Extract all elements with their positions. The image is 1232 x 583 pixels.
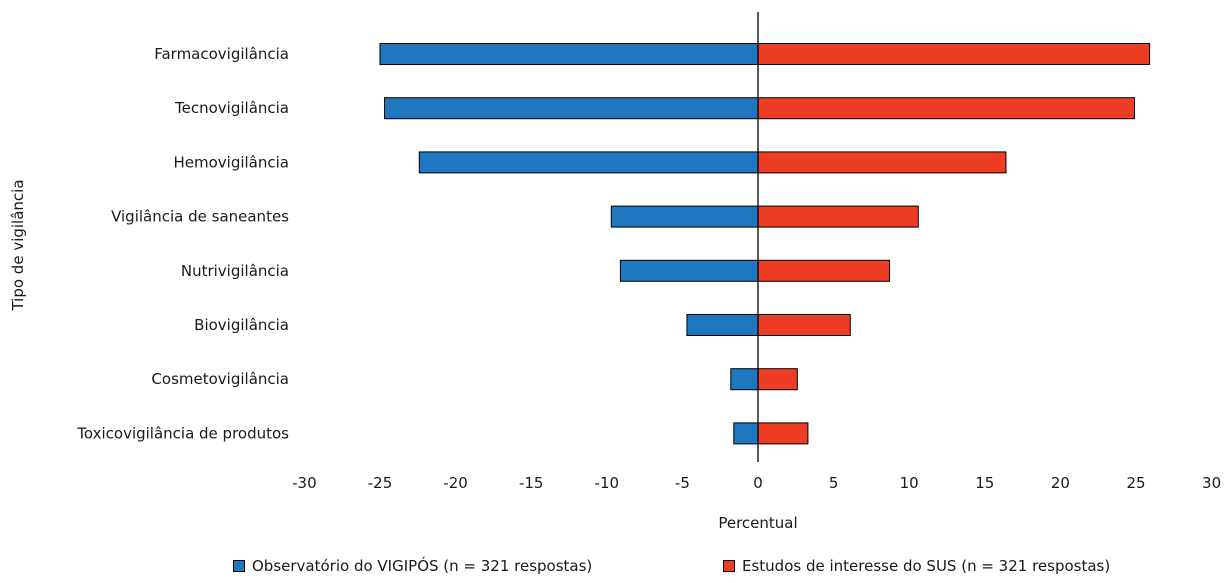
chart: Farmacovigilância Tecnovigilância Hemovigi…: [9, 12, 1221, 532]
legend-item-observatorio: Observatório do VIGIPÓS (n = 321 respost…: [233, 557, 592, 575]
category-label: Hemovigilância: [173, 153, 289, 171]
x-tick-label: 30: [1202, 474, 1221, 492]
legend: Observatório do VIGIPÓS (n = 321 respost…: [0, 557, 1232, 579]
bars: [379, 43, 1151, 445]
category-label: Vigilância de saneantes: [111, 208, 289, 226]
bar-observatorio: [730, 368, 759, 391]
bar-estudos-sus: [757, 314, 851, 336]
x-axis-title: Percentual: [718, 514, 797, 532]
bar-observatorio: [418, 151, 759, 174]
x-tick-label: -10: [595, 474, 620, 492]
x-tick-label: -30: [292, 474, 317, 492]
bar-estudos-sus: [757, 97, 1135, 120]
bar-observatorio: [686, 314, 759, 336]
category-label: Biovigilância: [194, 316, 289, 334]
x-tick-label: 15: [975, 474, 994, 492]
x-tick-label: 5: [829, 474, 839, 492]
x-tick-labels: -30 -25 -20 -15 -10 -5 0 5 10 15 20 25 30: [292, 474, 1221, 492]
bar-estudos-sus: [757, 151, 1007, 174]
bar-estudos-sus: [757, 43, 1151, 65]
x-tick-label: 0: [753, 474, 763, 492]
legend-swatch: [723, 560, 735, 572]
x-tick-label: 10: [900, 474, 919, 492]
bar-estudos-sus: [757, 368, 798, 391]
x-tick-label: -25: [368, 474, 393, 492]
x-tick-label: 20: [1051, 474, 1070, 492]
category-label: Farmacovigilância: [154, 45, 289, 63]
x-tick-label: 25: [1126, 474, 1145, 492]
bar-observatorio: [379, 43, 759, 65]
legend-item-estudos-sus: Estudos de interesse do SUS (n = 321 res…: [723, 557, 1110, 575]
category-label: Toxicovigilância de produtos: [76, 424, 289, 442]
legend-label: Estudos de interesse do SUS (n = 321 res…: [742, 557, 1111, 575]
bar-observatorio: [619, 259, 759, 282]
category-labels: Farmacovigilância Tecnovigilância Hemovigi…: [76, 45, 289, 442]
bar-observatorio: [610, 205, 759, 228]
bar-observatorio: [733, 422, 759, 445]
legend-swatch: [233, 560, 245, 572]
x-tick-label: -20: [443, 474, 468, 492]
category-label: Nutrivigilância: [181, 262, 289, 280]
category-label: Cosmetovigilância: [151, 370, 289, 388]
x-tick-label: -15: [519, 474, 544, 492]
category-label: Tecnovigilância: [174, 99, 289, 117]
y-axis-title: Tipo de vigilância: [9, 179, 27, 311]
bar-estudos-sus: [757, 259, 891, 282]
x-tick-label: -5: [675, 474, 690, 492]
bar-estudos-sus: [757, 205, 919, 228]
legend-label: Observatório do VIGIPÓS (n = 321 respost…: [252, 557, 593, 575]
bar-observatorio: [384, 97, 759, 120]
bar-estudos-sus: [757, 422, 809, 445]
